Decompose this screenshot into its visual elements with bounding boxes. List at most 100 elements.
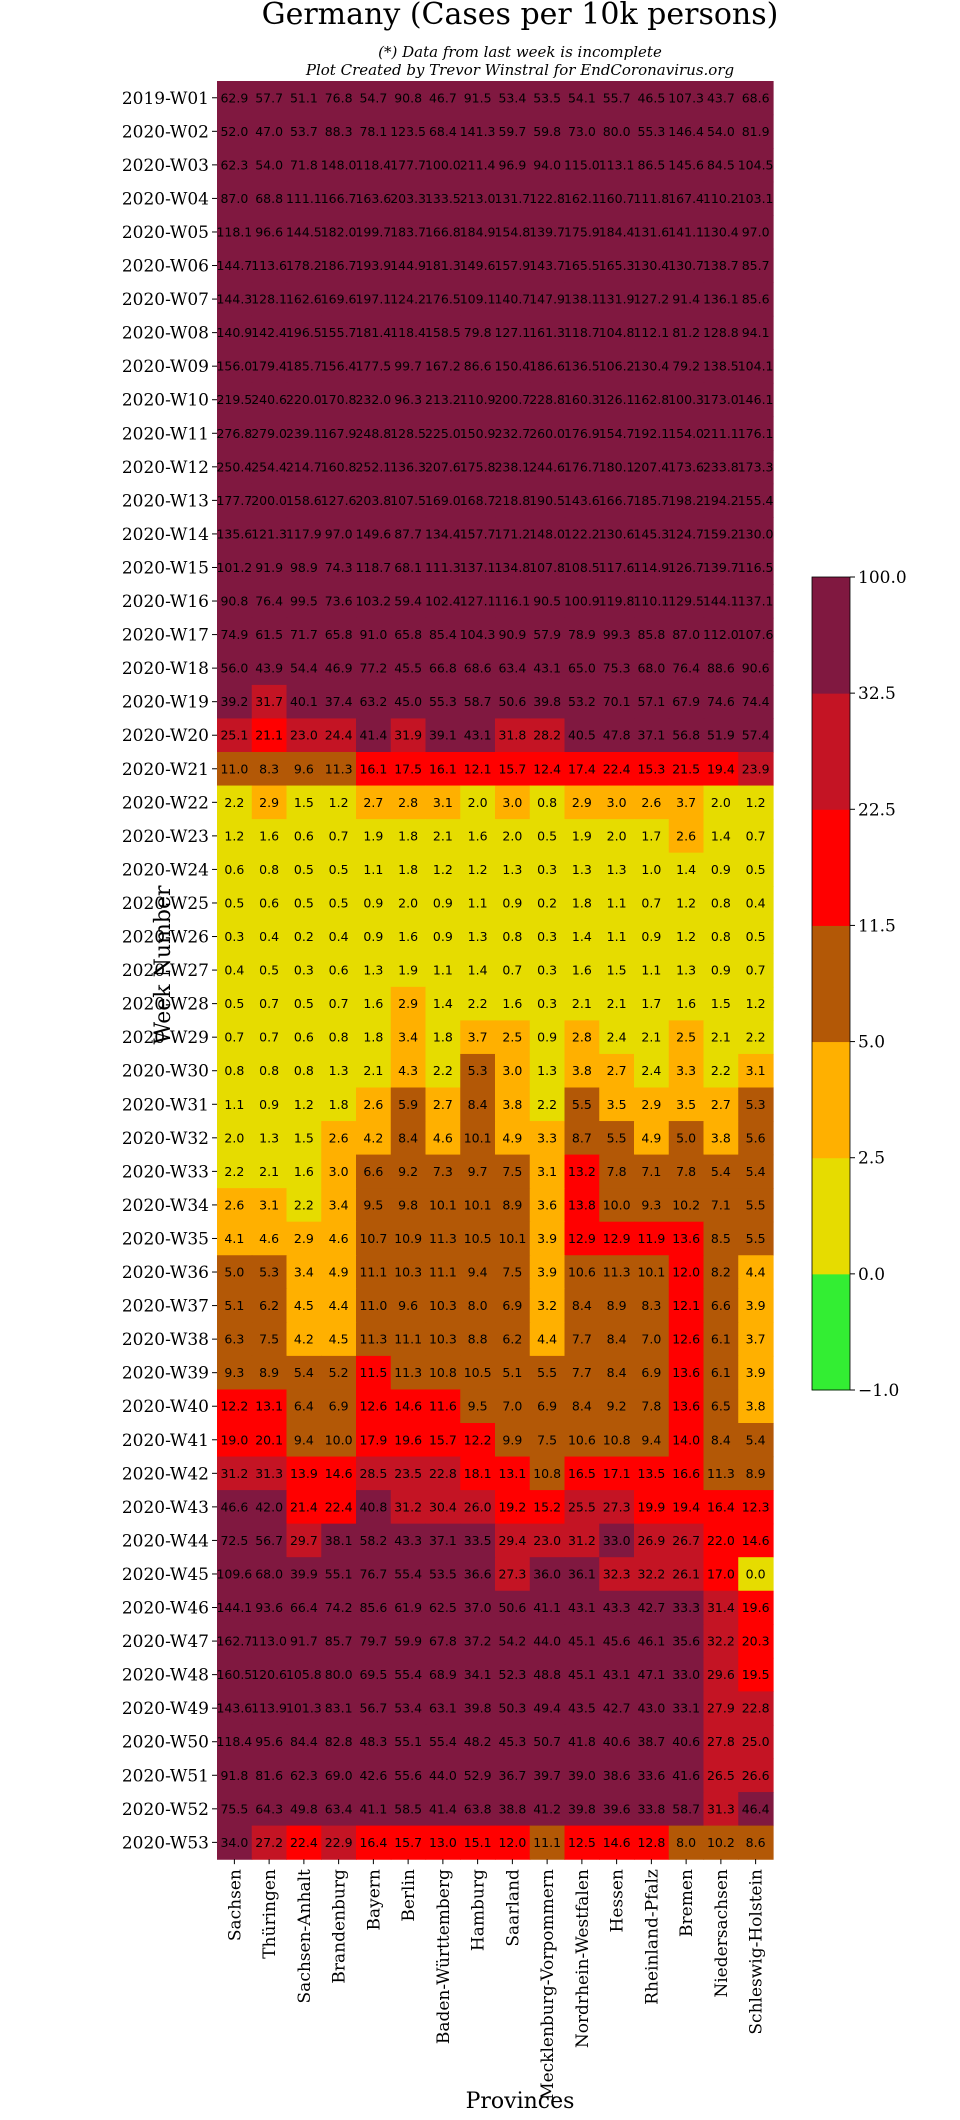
cell-value-label: 62.3 xyxy=(290,1768,318,1783)
heatmap-cell xyxy=(356,1255,392,1290)
heatmap-cell xyxy=(321,1423,357,1458)
cell-value-label: 185.7 xyxy=(286,359,322,374)
y-tick-label: 2020-W06 xyxy=(122,257,209,277)
heatmap-cell xyxy=(599,919,635,954)
cell-value-label: 111.8 xyxy=(633,191,669,206)
heatmap-cell xyxy=(495,315,531,350)
heatmap-cell xyxy=(738,349,774,384)
cell-value-label: 38.1 xyxy=(325,1533,353,1548)
heatmap-cell xyxy=(321,1053,357,1089)
cell-value-label: 2.2 xyxy=(433,1063,453,1078)
heatmap-cell xyxy=(425,1255,461,1290)
heatmap-cell xyxy=(321,819,357,854)
cell-value-label: 213.2 xyxy=(425,392,461,407)
heatmap-cell xyxy=(390,1792,427,1827)
cell-value-label: 10.5 xyxy=(464,1365,492,1380)
heatmap-cell xyxy=(460,1691,496,1726)
cell-value-label: 182.0 xyxy=(321,224,357,239)
cell-value-label: 176.5 xyxy=(425,292,461,307)
heatmap-cell xyxy=(321,1020,357,1055)
cell-value-label: 0.5 xyxy=(224,996,244,1011)
heatmap-cell xyxy=(321,517,357,552)
heatmap-cell xyxy=(425,1322,461,1357)
cell-value-label: 5.4 xyxy=(746,1164,766,1179)
cell-value-label: 0.7 xyxy=(329,996,349,1011)
cell-value-label: 77.2 xyxy=(359,661,387,676)
heatmap-cell xyxy=(460,1121,496,1156)
heatmap-cell xyxy=(738,953,774,988)
heatmap-cell xyxy=(738,1053,774,1089)
heatmap-cell xyxy=(390,148,427,183)
heatmap-cell xyxy=(390,1523,427,1558)
heatmap-cell xyxy=(356,248,392,283)
cell-value-label: 39.7 xyxy=(533,1768,561,1783)
heatmap-cell xyxy=(460,1557,496,1592)
cell-value-label: 8.0 xyxy=(676,1835,696,1850)
cell-value-label: 79.8 xyxy=(464,325,492,340)
heatmap-cell xyxy=(251,1523,288,1558)
heatmap-cell xyxy=(495,651,531,686)
heatmap-cell xyxy=(564,1590,600,1625)
cell-value-label: 27.8 xyxy=(707,1734,735,1749)
cell-value-label: 200.7 xyxy=(494,392,530,407)
heatmap-cell xyxy=(495,1758,531,1793)
cell-value-label: 2.6 xyxy=(329,1130,349,1145)
heatmap-cell xyxy=(425,1154,461,1189)
heatmap-cell xyxy=(217,1557,253,1592)
heatmap-cell xyxy=(356,349,392,384)
heatmap-cell xyxy=(564,1456,600,1491)
heatmap-cell xyxy=(321,684,357,720)
cell-value-label: 62.5 xyxy=(429,1600,457,1615)
cell-value-label: 2.2 xyxy=(224,795,244,810)
y-tick-label: 2020-W34 xyxy=(122,1196,209,1216)
y-axis-label: Week Number xyxy=(151,885,176,1045)
heatmap-cell xyxy=(738,852,774,887)
heatmap-cell xyxy=(390,684,427,720)
cell-value-label: 0.3 xyxy=(537,929,557,944)
cell-value-label: 1.4 xyxy=(676,862,696,877)
heatmap-cell xyxy=(668,1188,705,1223)
cell-value-label: 2.9 xyxy=(294,1231,314,1246)
cell-value-label: 129.5 xyxy=(668,594,704,609)
heatmap-cell xyxy=(529,752,566,787)
heatmap-cell xyxy=(356,1423,392,1458)
cell-value-label: 65.8 xyxy=(325,627,353,642)
heatmap-cell xyxy=(390,349,427,384)
cell-value-label: 149.6 xyxy=(460,258,496,273)
heatmap-cell xyxy=(217,986,253,1021)
cell-value-label: 0.5 xyxy=(746,862,766,877)
cell-value-label: 154.0 xyxy=(668,426,704,441)
cell-value-label: 0.8 xyxy=(711,895,731,910)
heatmap-cell xyxy=(321,1087,357,1122)
heatmap-cell xyxy=(599,1221,635,1256)
cell-value-label: 39.2 xyxy=(220,694,248,709)
cell-value-label: 0.5 xyxy=(294,895,314,910)
heatmap-cell xyxy=(251,1087,288,1122)
cell-value-label: 15.7 xyxy=(394,1835,422,1850)
heatmap-cell xyxy=(599,517,635,552)
heatmap-cell xyxy=(390,1322,427,1357)
cell-value-label: 162.8 xyxy=(633,392,669,407)
heatmap-cell xyxy=(599,1691,635,1726)
heatmap-cell xyxy=(529,1423,566,1458)
heatmap-cell xyxy=(634,181,670,216)
heatmap-cell xyxy=(425,819,461,854)
heatmap-cell xyxy=(564,785,600,820)
cell-value-label: 0.9 xyxy=(641,929,661,944)
cell-value-label: 26.6 xyxy=(742,1768,770,1783)
cell-value-label: 7.7 xyxy=(572,1332,592,1347)
heatmap-cell xyxy=(529,584,566,619)
cell-value-label: 7.5 xyxy=(502,1265,522,1280)
heatmap-cell xyxy=(356,1288,392,1323)
cell-value-label: 238.1 xyxy=(494,459,530,474)
cell-value-label: 4.4 xyxy=(537,1332,557,1347)
heatmap-cell xyxy=(460,684,496,720)
cell-value-label: 53.4 xyxy=(394,1701,422,1716)
cell-value-label: 5.1 xyxy=(502,1365,522,1380)
heatmap-cell xyxy=(286,852,322,887)
heatmap-cell xyxy=(599,1456,635,1491)
heatmap-cell xyxy=(356,450,392,485)
heatmap-cell xyxy=(495,986,531,1021)
cell-value-label: 2.7 xyxy=(433,1097,453,1112)
cell-value-label: 73.6 xyxy=(325,594,353,609)
